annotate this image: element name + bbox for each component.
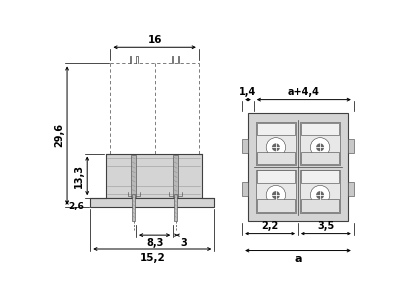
- Text: 29,6: 29,6: [54, 123, 64, 147]
- Text: a+4,4: a+4,4: [288, 87, 320, 97]
- Circle shape: [266, 185, 286, 205]
- Text: 1,4: 1,4: [239, 87, 257, 97]
- Polygon shape: [300, 122, 340, 165]
- Polygon shape: [301, 199, 339, 212]
- Text: 3,5: 3,5: [317, 220, 334, 230]
- Polygon shape: [90, 198, 214, 207]
- Polygon shape: [256, 170, 296, 213]
- Polygon shape: [242, 139, 248, 153]
- Polygon shape: [256, 122, 296, 165]
- Polygon shape: [248, 113, 348, 221]
- Circle shape: [272, 191, 280, 199]
- Text: 16: 16: [147, 35, 162, 45]
- Circle shape: [266, 138, 286, 157]
- Polygon shape: [242, 182, 248, 196]
- Polygon shape: [348, 182, 354, 196]
- Polygon shape: [106, 154, 202, 198]
- Text: 15,2: 15,2: [140, 253, 165, 263]
- Text: a: a: [294, 254, 302, 264]
- Polygon shape: [173, 155, 178, 197]
- Circle shape: [316, 191, 324, 199]
- Text: 2,2: 2,2: [262, 220, 279, 230]
- Text: 2,6: 2,6: [69, 202, 84, 211]
- Text: 8,3: 8,3: [146, 238, 163, 248]
- Polygon shape: [300, 170, 340, 213]
- Polygon shape: [301, 171, 339, 183]
- Text: 3: 3: [180, 238, 187, 248]
- Polygon shape: [301, 152, 339, 164]
- Polygon shape: [132, 194, 135, 221]
- Polygon shape: [257, 152, 295, 164]
- Polygon shape: [257, 171, 295, 183]
- Circle shape: [310, 138, 330, 157]
- Circle shape: [316, 143, 324, 151]
- Circle shape: [310, 185, 330, 205]
- Polygon shape: [131, 155, 136, 197]
- Polygon shape: [257, 199, 295, 212]
- Circle shape: [272, 143, 280, 151]
- Polygon shape: [257, 123, 295, 135]
- Polygon shape: [348, 139, 354, 153]
- Polygon shape: [174, 194, 177, 221]
- Text: 13,3: 13,3: [74, 164, 84, 188]
- Polygon shape: [301, 123, 339, 135]
